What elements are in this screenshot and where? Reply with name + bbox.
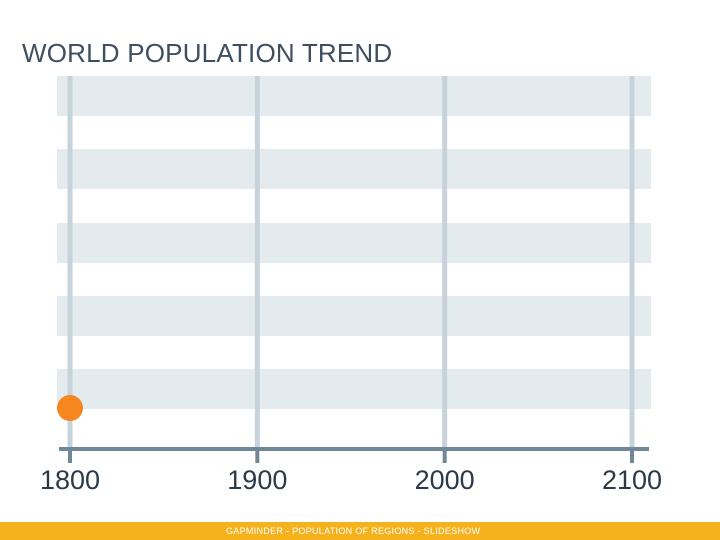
background-band (57, 76, 651, 116)
x-tick-labels: 1800 1900 2000 2100 (40, 465, 662, 495)
footer-text: GAPMINDER - POPULATION OF REGIONS - SLID… (226, 526, 481, 536)
x-tick-label: 2000 (415, 465, 475, 495)
x-tick-label: 2100 (602, 465, 662, 495)
background-band (57, 296, 651, 336)
background-bands (57, 76, 651, 409)
background-band (57, 223, 651, 263)
data-points (57, 395, 83, 421)
vertical-gridlines (67, 76, 635, 449)
x-tick-label: 1900 (227, 465, 287, 495)
x-tick-marks (68, 449, 634, 463)
x-tick-label: 1800 (40, 465, 100, 495)
background-band (57, 149, 651, 189)
slide-title: WORLD POPULATION TREND (22, 38, 393, 68)
footer-bar (0, 522, 720, 540)
population-chart: 1800 1900 2000 2100 (40, 76, 662, 495)
background-band (57, 369, 651, 409)
data-point (57, 395, 83, 421)
